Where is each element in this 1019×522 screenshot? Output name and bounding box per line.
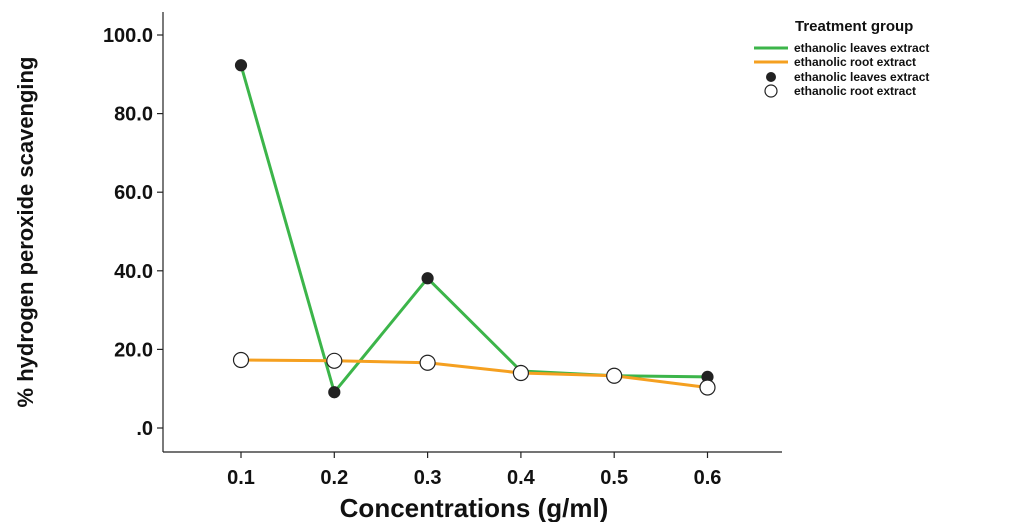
x-tick-label: 0.4 bbox=[507, 467, 536, 489]
series-layer bbox=[232, 59, 716, 399]
legend-label: ethanolic leaves extract bbox=[794, 70, 929, 84]
y-tick-label: .0 bbox=[136, 418, 153, 440]
legend-label: ethanolic root extract bbox=[794, 55, 916, 69]
x-tick-label: 0.5 bbox=[600, 467, 628, 489]
y-tick-label: 20.0 bbox=[114, 339, 153, 361]
data-point-series-1 bbox=[421, 272, 434, 285]
legend-label: ethanolic leaves extract bbox=[794, 41, 929, 55]
y-tick-label: 40.0 bbox=[114, 261, 153, 283]
series-line-2 bbox=[240, 358, 708, 390]
data-point-series-2 bbox=[326, 352, 343, 369]
x-tick-label: 0.3 bbox=[414, 467, 442, 489]
x-tick-label: 0.2 bbox=[320, 467, 348, 489]
data-point-series-1 bbox=[328, 386, 341, 399]
data-point-series-2 bbox=[512, 364, 530, 382]
legend-open-marker bbox=[764, 84, 778, 98]
data-point-series-2 bbox=[232, 351, 250, 369]
data-point-series-1 bbox=[234, 59, 248, 72]
x-tick-label: 0.6 bbox=[694, 467, 722, 489]
data-point-series-2 bbox=[606, 367, 623, 384]
legend-label: ethanolic root extract bbox=[794, 84, 916, 98]
x-axis-title: Concentrations (g/ml) bbox=[340, 493, 609, 522]
series-line-1 bbox=[239, 64, 708, 394]
data-point-series-2 bbox=[419, 354, 436, 371]
y-tick-label: 100.0 bbox=[103, 25, 153, 47]
y-tick-label: 80.0 bbox=[114, 104, 153, 126]
x-tick-label: 0.1 bbox=[227, 467, 255, 489]
y-tick-label: 60.0 bbox=[114, 182, 153, 204]
y-axis-title: % hydrogen peroxide scavenging bbox=[13, 57, 38, 408]
legend-title: Treatment group bbox=[795, 18, 913, 35]
axes: .0 20.0 40.0 60.0 80.0 100.0 0.1 0.2 0.3 0.4 0.5 0.… bbox=[103, 12, 782, 489]
legend-filled-marker bbox=[766, 72, 776, 82]
data-point-series-2 bbox=[699, 379, 716, 396]
